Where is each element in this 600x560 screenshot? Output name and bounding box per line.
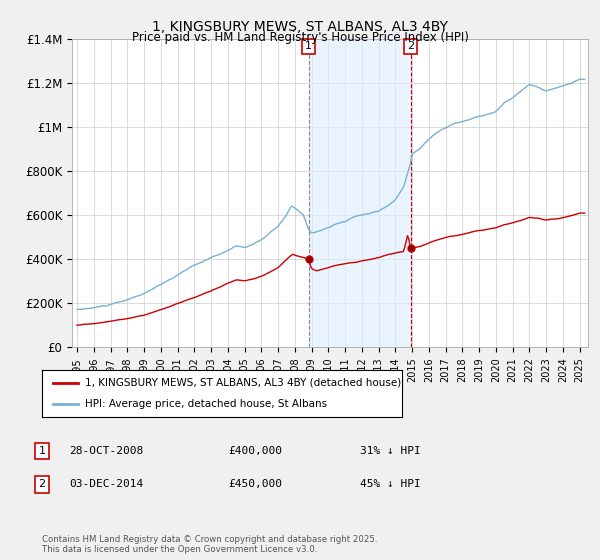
Text: 28-OCT-2008: 28-OCT-2008 — [69, 446, 143, 456]
Text: 1: 1 — [305, 41, 312, 52]
Text: 31% ↓ HPI: 31% ↓ HPI — [360, 446, 421, 456]
Text: 45% ↓ HPI: 45% ↓ HPI — [360, 479, 421, 489]
Text: 1, KINGSBURY MEWS, ST ALBANS, AL3 4BY (detached house): 1, KINGSBURY MEWS, ST ALBANS, AL3 4BY (d… — [85, 378, 401, 388]
Text: HPI: Average price, detached house, St Albans: HPI: Average price, detached house, St A… — [85, 399, 328, 409]
Text: Price paid vs. HM Land Registry's House Price Index (HPI): Price paid vs. HM Land Registry's House … — [131, 31, 469, 44]
Text: 2: 2 — [38, 479, 46, 489]
Text: 03-DEC-2014: 03-DEC-2014 — [69, 479, 143, 489]
Text: 1: 1 — [38, 446, 46, 456]
Text: Contains HM Land Registry data © Crown copyright and database right 2025.
This d: Contains HM Land Registry data © Crown c… — [42, 535, 377, 554]
Bar — [309, 39, 411, 347]
Text: 2: 2 — [407, 41, 415, 52]
Text: £400,000: £400,000 — [228, 446, 282, 456]
Text: 1, KINGSBURY MEWS, ST ALBANS, AL3 4BY: 1, KINGSBURY MEWS, ST ALBANS, AL3 4BY — [152, 20, 448, 34]
Text: £450,000: £450,000 — [228, 479, 282, 489]
